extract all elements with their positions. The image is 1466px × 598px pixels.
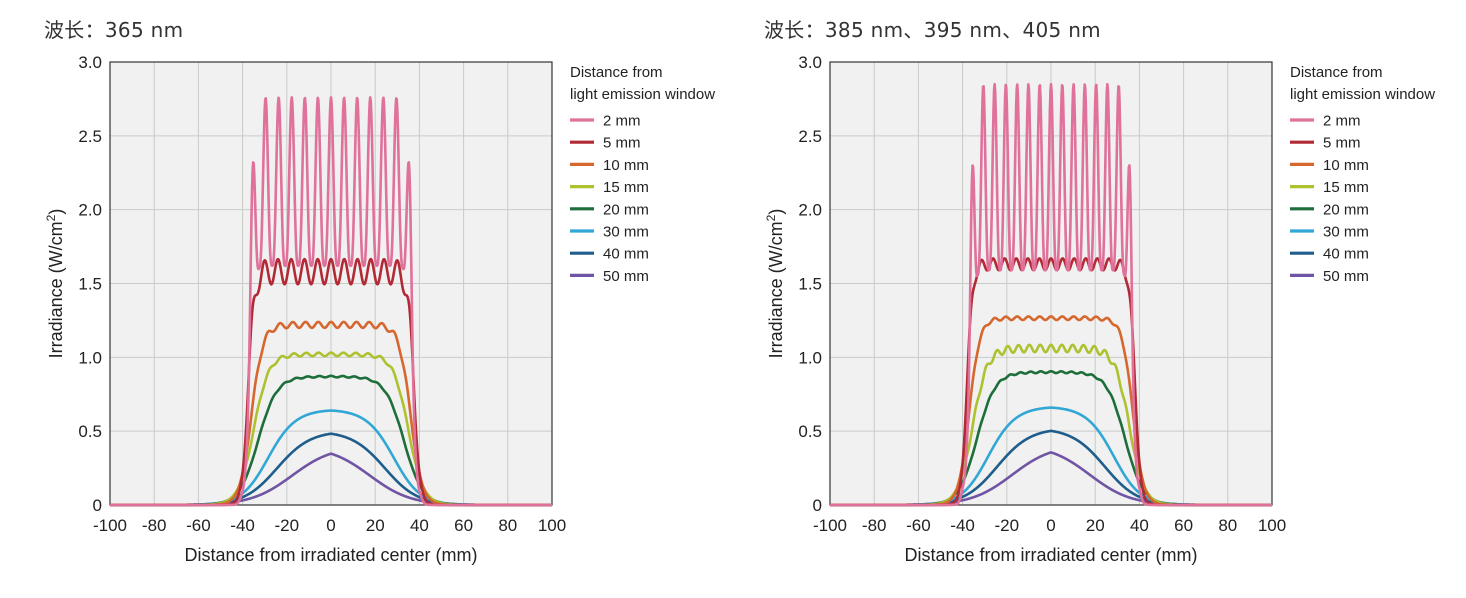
x-tick-label: -80 bbox=[142, 516, 167, 535]
x-tick-label: 100 bbox=[538, 516, 566, 535]
legend-title: Distance from bbox=[570, 64, 663, 81]
legend-label: 15 mm bbox=[603, 179, 649, 196]
series-line-2mm bbox=[109, 96, 553, 507]
x-tick-label: 80 bbox=[498, 516, 517, 535]
y-tick-label: 0.5 bbox=[78, 422, 102, 441]
legend-title: Distance from bbox=[1290, 64, 1383, 81]
chart-panel-365nm: 波长：365 nm -100 -80 -60 -40 -20 0 20 40 60 80 100 0 0… bbox=[44, 18, 715, 565]
x-tick-label: -60 bbox=[906, 516, 931, 535]
legend-label: 2 mm bbox=[1323, 113, 1361, 130]
y-axis-title: Irradiance (W/cm2) bbox=[44, 209, 66, 359]
x-tick-label: 0 bbox=[326, 516, 335, 535]
y-axis-title: Irradiance (W/cm2) bbox=[764, 209, 786, 359]
x-tick-label: -20 bbox=[275, 516, 300, 535]
legend-label: 2 mm bbox=[603, 113, 641, 130]
x-tick-label: -100 bbox=[813, 516, 847, 535]
x-tick-label: 40 bbox=[410, 516, 429, 535]
y-tick-label: 0 bbox=[93, 496, 102, 515]
x-tick-label: 60 bbox=[1174, 516, 1193, 535]
legend-label: 10 mm bbox=[1323, 157, 1369, 174]
x-tick-label: 100 bbox=[1258, 516, 1286, 535]
x-tick-label: -20 bbox=[995, 516, 1020, 535]
x-axis-title: Distance from irradiated center (mm) bbox=[184, 545, 477, 565]
x-tick-label: -100 bbox=[93, 516, 127, 535]
y-tick-label: 2.0 bbox=[798, 201, 822, 220]
legend-label: 30 mm bbox=[1323, 224, 1369, 241]
legend-label: 20 mm bbox=[603, 201, 649, 218]
legend-label: 30 mm bbox=[603, 224, 649, 241]
legend-label: 50 mm bbox=[1323, 268, 1369, 285]
legend-label: 5 mm bbox=[1323, 135, 1361, 152]
x-tick-label: 40 bbox=[1130, 516, 1149, 535]
y-tick-label: 1.0 bbox=[798, 348, 822, 367]
y-tick-label: 0 bbox=[813, 496, 822, 515]
x-tick-label: -80 bbox=[862, 516, 887, 535]
legend-label: 40 mm bbox=[1323, 246, 1369, 263]
x-tick-label: -60 bbox=[186, 516, 211, 535]
plot-frame bbox=[829, 61, 1273, 506]
legend-title: light emission window bbox=[570, 86, 715, 103]
y-tick-label: 1.5 bbox=[78, 275, 102, 294]
chart-title: 波长：385 nm、395 nm、405 nm bbox=[764, 18, 1101, 42]
y-tick-label: 0.5 bbox=[798, 422, 822, 441]
y-tick-label: 2.5 bbox=[78, 127, 102, 146]
y-tick-label: 2.5 bbox=[798, 127, 822, 146]
x-axis-title: Distance from irradiated center (mm) bbox=[904, 545, 1197, 565]
chart-svg: -100 -80 -60 -40 -20 0 20 40 60 80 100 0 0.5 1.0 1.5 2.… bbox=[764, 53, 1435, 565]
legend-label: 50 mm bbox=[603, 268, 649, 285]
x-tick-label: -40 bbox=[950, 516, 975, 535]
y-tick-label: 1.5 bbox=[798, 275, 822, 294]
x-tick-label: 20 bbox=[1086, 516, 1105, 535]
chart-svg: -100 -80 -60 -40 -20 0 20 40 60 80 100 0 0.5 1.0 1.5 2.… bbox=[44, 53, 715, 565]
legend-label: 5 mm bbox=[603, 135, 641, 152]
x-tick-label: 20 bbox=[366, 516, 385, 535]
legend-label: 20 mm bbox=[1323, 201, 1369, 218]
legend-label: 40 mm bbox=[603, 246, 649, 263]
legend-title: light emission window bbox=[1290, 86, 1435, 103]
legend-label: 10 mm bbox=[603, 157, 649, 174]
chart-title: 波长：365 nm bbox=[44, 18, 184, 42]
y-tick-label: 3.0 bbox=[78, 53, 102, 72]
chart-panel-385-405nm: 波长：385 nm、395 nm、405 nm -100 -80 -60 -40 -20… bbox=[720, 0, 1453, 598]
legend-label: 15 mm bbox=[1323, 179, 1369, 196]
x-tick-label: 80 bbox=[1218, 516, 1237, 535]
y-tick-label: 2.0 bbox=[78, 201, 102, 220]
y-tick-label: 3.0 bbox=[798, 53, 822, 72]
plot-frame bbox=[109, 61, 553, 506]
x-tick-label: 0 bbox=[1046, 516, 1055, 535]
y-tick-label: 1.0 bbox=[78, 348, 102, 367]
x-tick-label: -40 bbox=[230, 516, 255, 535]
series-line-2mm bbox=[829, 82, 1273, 507]
x-tick-label: 60 bbox=[454, 516, 473, 535]
